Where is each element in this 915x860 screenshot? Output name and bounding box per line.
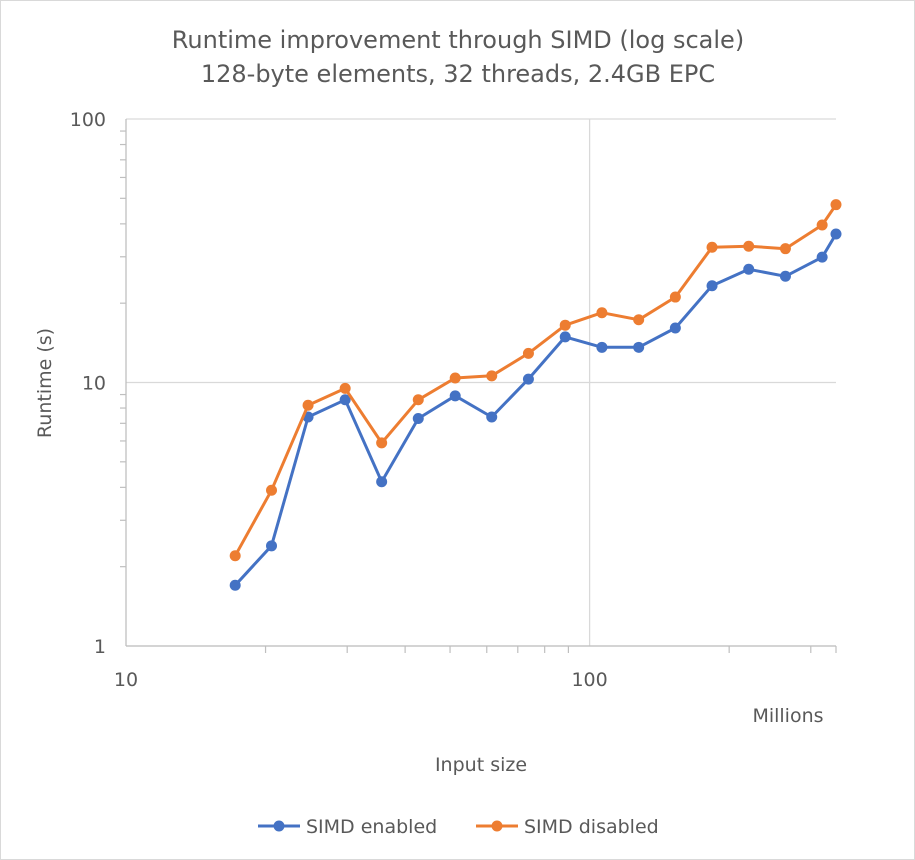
legend: SIMD enabled SIMD disabled bbox=[258, 816, 659, 838]
data-point-simd-enabled bbox=[339, 394, 351, 406]
data-point-simd-disabled bbox=[449, 372, 461, 384]
data-point-simd-disabled bbox=[559, 319, 571, 331]
chart-subtitle: 128-byte elements, 32 threads, 2.4GB EPC bbox=[201, 60, 715, 88]
series-line-simd-enabled bbox=[234, 233, 838, 587]
data-point-simd-disabled bbox=[229, 550, 241, 562]
data-point-simd-disabled bbox=[669, 291, 681, 303]
y-axis-label: Runtime (s) bbox=[34, 328, 56, 438]
x-tick-label-10: 10 bbox=[114, 669, 138, 691]
data-point-simd-enabled bbox=[559, 331, 571, 343]
legend-item-simd-disabled: SIMD disabled bbox=[476, 816, 659, 838]
data-point-simd-enabled bbox=[486, 411, 498, 423]
y-tick-label-1: 1 bbox=[94, 636, 106, 658]
series-layer bbox=[229, 199, 842, 591]
legend-item-simd-enabled: SIMD enabled bbox=[258, 816, 437, 838]
data-point-simd-disabled bbox=[339, 382, 351, 394]
data-point-simd-disabled bbox=[412, 394, 424, 406]
legend-marker-simd-disabled bbox=[491, 820, 503, 832]
data-point-simd-disabled bbox=[522, 347, 534, 359]
data-point-simd-disabled bbox=[486, 370, 498, 382]
data-point-simd-enabled bbox=[449, 390, 461, 402]
series-line-simd-disabled bbox=[233, 203, 838, 557]
data-point-simd-enabled bbox=[596, 341, 608, 353]
data-point-simd-disabled bbox=[830, 199, 842, 211]
data-point-simd-enabled bbox=[743, 263, 755, 275]
data-point-simd-enabled bbox=[229, 579, 241, 591]
legend-marker-simd-enabled bbox=[273, 820, 285, 832]
series-simd-enabled bbox=[229, 228, 842, 591]
data-point-simd-disabled bbox=[816, 219, 828, 231]
data-point-simd-enabled bbox=[412, 413, 424, 425]
data-point-simd-disabled bbox=[376, 437, 388, 449]
data-point-simd-enabled bbox=[669, 322, 681, 334]
series-simd-disabled bbox=[229, 199, 842, 562]
grid bbox=[126, 118, 836, 647]
data-point-simd-enabled bbox=[266, 540, 278, 552]
y-tick-label-100: 100 bbox=[70, 109, 106, 131]
data-point-simd-enabled bbox=[830, 228, 842, 240]
data-point-simd-disabled bbox=[596, 307, 608, 319]
chart-title: Runtime improvement through SIMD (log sc… bbox=[172, 26, 744, 54]
data-point-simd-enabled bbox=[376, 476, 388, 488]
data-point-simd-disabled bbox=[633, 314, 645, 326]
data-point-simd-disabled bbox=[743, 240, 755, 252]
data-point-simd-enabled bbox=[522, 373, 534, 385]
axes bbox=[120, 119, 837, 653]
x-tick-label-100: 100 bbox=[571, 669, 607, 691]
tick-labels: 1 10 100 10 100 bbox=[70, 109, 608, 691]
legend-label-simd-disabled: SIMD disabled bbox=[524, 816, 659, 838]
y-tick-label-10: 10 bbox=[82, 373, 106, 395]
data-point-simd-disabled bbox=[302, 399, 314, 411]
data-point-simd-disabled bbox=[779, 243, 791, 255]
data-point-simd-disabled bbox=[266, 484, 278, 496]
x-axis-label: Input size bbox=[435, 754, 527, 776]
data-point-simd-enabled bbox=[816, 251, 828, 263]
data-point-simd-enabled bbox=[633, 341, 645, 353]
data-point-simd-disabled bbox=[706, 241, 718, 253]
data-point-simd-enabled bbox=[706, 280, 718, 292]
legend-label-simd-enabled: SIMD enabled bbox=[306, 816, 437, 838]
x-unit-label: Millions bbox=[752, 705, 823, 727]
data-point-simd-enabled bbox=[779, 270, 791, 282]
